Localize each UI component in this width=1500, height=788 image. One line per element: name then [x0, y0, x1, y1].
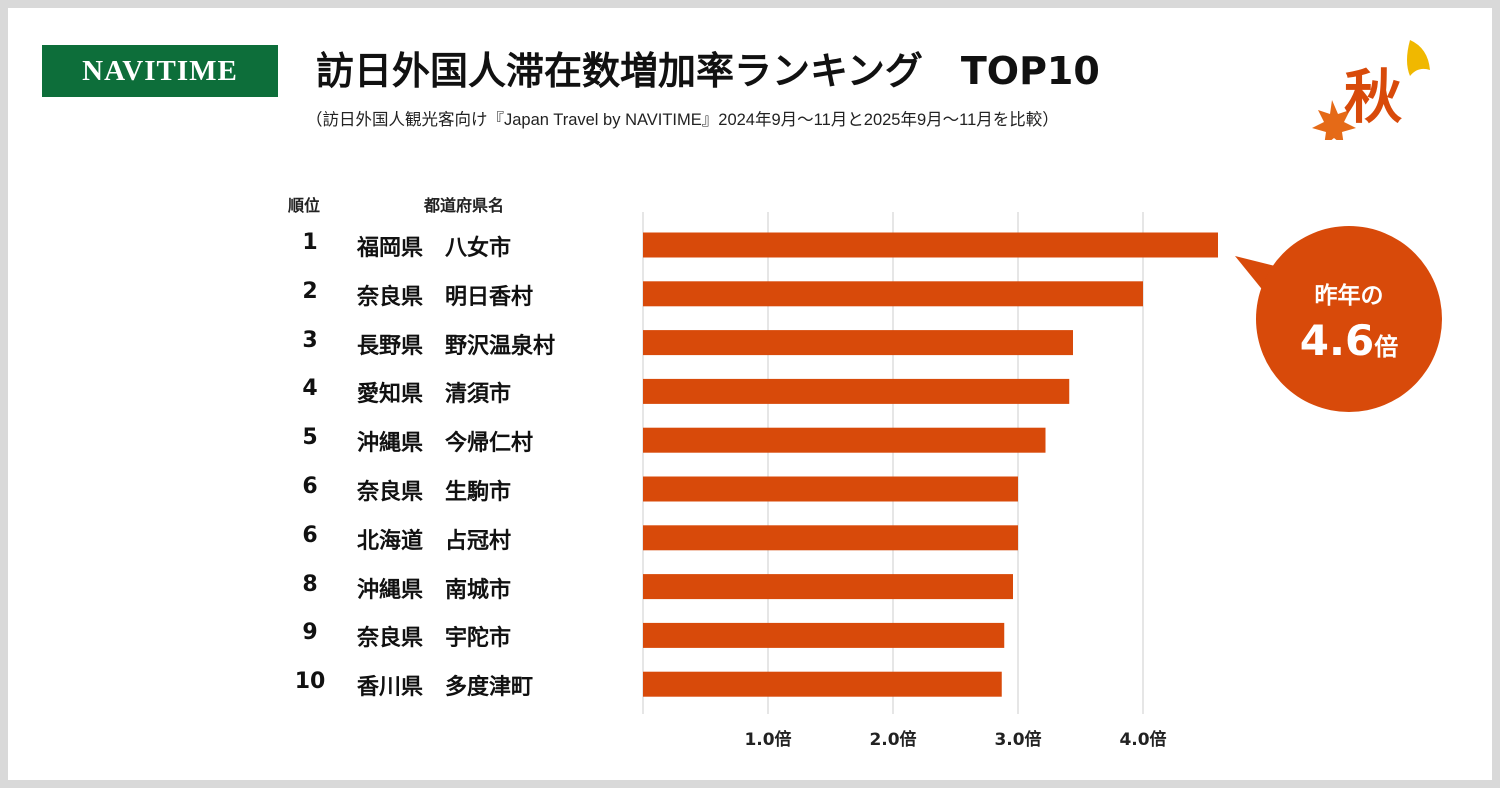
bar — [643, 671, 1002, 697]
category-label: 沖縄県 南城市 — [357, 577, 512, 603]
x-tick-label: 4.0倍 — [1119, 729, 1166, 750]
category-label: 奈良県 明日香村 — [357, 284, 534, 310]
callout-number: 4.6 — [1299, 316, 1375, 365]
bar — [643, 378, 1070, 404]
callout-label: 昨年の — [1314, 283, 1384, 309]
rank-label: 10 — [294, 669, 326, 695]
rank-label: 9 — [302, 620, 318, 646]
bar — [643, 427, 1046, 453]
category-label: 沖縄県 今帰仁村 — [357, 431, 534, 457]
category-label: 奈良県 宇陀市 — [357, 626, 512, 652]
callout-unit: 倍 — [1374, 333, 1399, 361]
x-tick-label: 3.0倍 — [994, 729, 1041, 750]
autumn-leaves-icon — [1312, 40, 1430, 140]
bar — [643, 476, 1018, 502]
rank-label: 4 — [302, 376, 318, 402]
category-label: 長野県 野沢温泉村 — [357, 333, 556, 359]
callout-bubble: 昨年の 4.6倍 — [1256, 226, 1442, 412]
rank-label: 8 — [302, 571, 318, 597]
page-title: 訪日外国人滞在数増加率ランキング TOP10 — [316, 49, 1100, 93]
x-tick-label: 2.0倍 — [869, 729, 916, 750]
season-label: 秋 — [1344, 63, 1403, 131]
bar — [643, 574, 1013, 600]
category-label: 奈良県 生駒市 — [357, 480, 512, 505]
rank-label: 5 — [302, 425, 318, 451]
callout-value: 4.6倍 — [1256, 316, 1442, 365]
bar — [643, 281, 1143, 307]
rank-label: 6 — [302, 522, 318, 548]
rank-label: 2 — [302, 278, 318, 304]
bar — [643, 232, 1218, 258]
navitime-logo: NAVITIME — [42, 45, 278, 97]
category-label: 香川県 多度津町 — [357, 675, 534, 701]
bar — [643, 525, 1018, 551]
rank-label: 6 — [302, 474, 318, 499]
category-label: 福岡県 八女市 — [357, 236, 512, 261]
rank-label: 3 — [302, 327, 318, 353]
rank-label: 1 — [302, 230, 318, 255]
rank-header: 順位 — [288, 196, 321, 215]
bar — [643, 622, 1005, 648]
category-label: 愛知県 清須市 — [357, 382, 512, 408]
name-header: 都道府県名 — [424, 196, 505, 215]
bar — [643, 330, 1073, 356]
category-label: 北海道 占冠村 — [357, 528, 512, 554]
x-tick-label: 1.0倍 — [744, 729, 791, 750]
subtitle: （訪日外国人観光客向け『Japan Travel by NAVITIME』202… — [306, 111, 1059, 129]
